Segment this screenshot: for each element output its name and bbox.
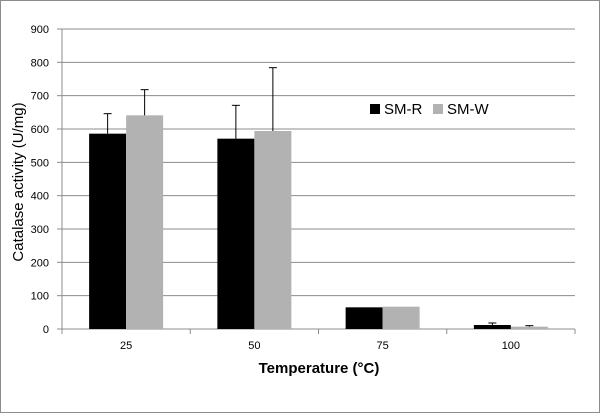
y-tick-label: 0: [43, 324, 49, 336]
y-tick-label: 600: [31, 124, 49, 136]
bar-sm-w-50: [254, 131, 292, 329]
bar-sm-r-75: [345, 307, 383, 329]
y-tick-label: 900: [31, 24, 49, 36]
legend-label-sm-r: SM-R: [384, 101, 422, 118]
y-tick-label: 700: [31, 91, 49, 103]
x-tick-labels: 25 50 75 100: [120, 340, 520, 352]
x-tick-label: 100: [502, 340, 520, 352]
y-tick-labels: 0 100 200 300 400 500 600 700 800 900: [31, 24, 49, 336]
legend-label-sm-w: SM-W: [447, 101, 489, 118]
y-tick-label: 300: [31, 224, 49, 236]
bar-sm-w-25: [126, 115, 164, 329]
bar-sm-r-100: [473, 325, 511, 329]
x-tick-label: 50: [248, 340, 260, 352]
y-tick-label: 200: [31, 257, 49, 269]
y-tick-label: 800: [31, 57, 49, 69]
y-tick-label: 500: [31, 157, 49, 169]
bars: [89, 115, 548, 329]
legend: SM-R SM-W: [370, 101, 489, 118]
legend-swatch-sm-w: [433, 104, 443, 114]
y-tick-label: 400: [31, 191, 49, 203]
x-tick-label: 25: [120, 340, 132, 352]
error-bars: [103, 67, 534, 327]
legend-swatch-sm-r: [370, 104, 380, 114]
bar-sm-r-50: [217, 138, 255, 329]
bar-sm-r-25: [89, 133, 127, 329]
x-tick-label: 75: [377, 340, 389, 352]
y-tick-label: 100: [31, 291, 49, 303]
x-axis-title: Temperature (°C): [259, 360, 380, 377]
y-axis-title: Catalase activity (U/mg): [10, 102, 27, 261]
bar-sm-w-100: [510, 326, 548, 329]
bar-sm-w-75: [382, 306, 420, 329]
